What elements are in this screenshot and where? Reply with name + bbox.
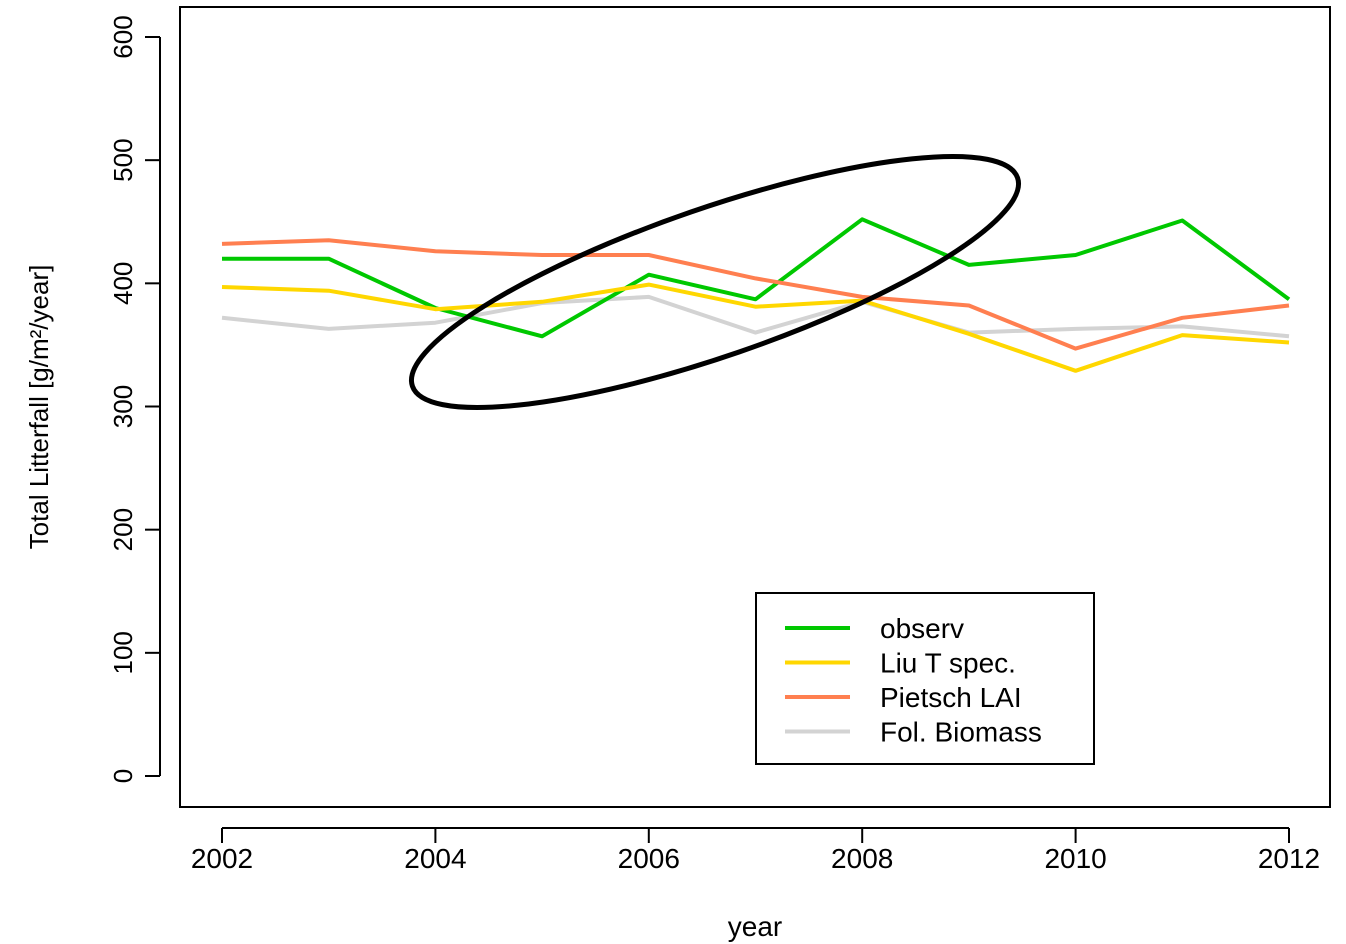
y-tick-label: 300 — [108, 385, 138, 428]
series-lines — [221, 217, 1291, 373]
y-axis: 0 100 200 300 400 500 600 — [108, 15, 161, 783]
x-tick-label: 2008 — [831, 843, 893, 874]
x-tick-label: 2010 — [1044, 843, 1106, 874]
x-axis: 2002 2004 2006 2008 2010 2012 — [191, 827, 1320, 874]
y-tick-label: 400 — [108, 262, 138, 305]
y-tick-label: 500 — [108, 138, 138, 181]
legend: observ Liu T spec.Pietsch LAI Fol. Biomass — [755, 592, 1095, 765]
plot-frame — [179, 6, 1331, 808]
legend-label: Fol. Biomass — [880, 717, 1042, 748]
legend-label: Pietsch LAI — [880, 682, 1022, 713]
legend-label: observ — [880, 613, 964, 644]
x-tick-label: 2004 — [404, 843, 466, 874]
x-tick-label: 2002 — [191, 843, 253, 874]
x-tick-label: 2006 — [618, 843, 680, 874]
y-tick-label: 100 — [108, 631, 138, 674]
series-line-liu-t-spec — [221, 282, 1290, 373]
y-tick-label: 0 — [108, 769, 138, 783]
series-line-fol-biomass — [221, 294, 1290, 339]
series-line-pietsch-lai — [221, 238, 1290, 351]
legend-box — [755, 592, 1095, 765]
highlight-ellipse — [408, 154, 1022, 410]
y-axis-label: Total Litterfall [g/m²/year] — [24, 265, 54, 550]
y-tick-label: 200 — [108, 508, 138, 551]
legend-label: Liu T spec. — [880, 648, 1016, 679]
x-axis-label: year — [728, 911, 782, 942]
series-line-observ — [222, 217, 1291, 339]
y-tick-label: 600 — [108, 15, 138, 58]
x-tick-label: 2012 — [1258, 843, 1320, 874]
